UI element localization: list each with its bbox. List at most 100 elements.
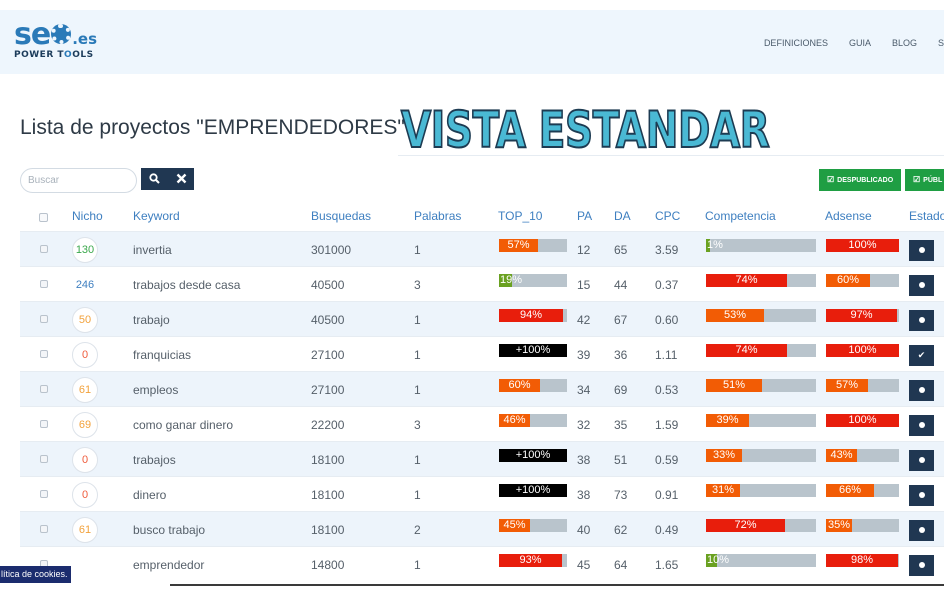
pa-cell: 38 — [577, 453, 591, 467]
divider — [170, 584, 944, 586]
cpc-cell: 0.60 — [655, 313, 679, 327]
col-estado[interactable]: Estado — [909, 209, 944, 223]
adsense-bar-label: 60% — [836, 274, 860, 286]
edit-icon: ☑ — [827, 175, 835, 184]
col-keyword[interactable]: Keyword — [133, 209, 180, 223]
nav-definiciones[interactable]: DEFINICIONES — [763, 38, 828, 48]
table-body: 130 invertia 301000 1 12 65 3.59 57% 1% 100% 246 tr… — [20, 231, 944, 581]
nav-blog[interactable]: BLOG — [891, 38, 917, 48]
palabras-cell: 1 — [414, 453, 421, 467]
dot-icon — [918, 492, 925, 498]
table-row: 0 franquicias 27100 1 39 36 1.11 +100% 74% 100% ✔ — [20, 336, 944, 371]
top10-bar: 19% — [499, 274, 567, 287]
main-nav: DEFINICIONES GUIA BLOG SE — [764, 38, 944, 48]
dot-icon — [918, 562, 925, 568]
col-da[interactable]: DA — [614, 209, 631, 223]
select-all-checkbox[interactable] — [39, 213, 48, 222]
estado-button[interactable] — [909, 485, 934, 506]
estado-button[interactable] — [909, 275, 934, 296]
row-checkbox[interactable] — [40, 350, 48, 358]
row-checkbox[interactable] — [40, 525, 48, 533]
adsense-bar-label: 35% — [827, 519, 851, 531]
clear-button[interactable] — [168, 168, 194, 190]
table-row: 50 trabajo 40500 1 42 67 0.60 94% 53% 97% — [20, 301, 944, 336]
keyword-cell: como ganar dinero — [133, 418, 234, 432]
page-title: Lista de proyectos "EMPRENDEDORES" — [20, 116, 405, 139]
competencia-bar-fill — [706, 274, 787, 287]
row-checkbox[interactable] — [40, 245, 48, 253]
competencia-bar-label: 39% — [716, 414, 739, 426]
estado-button[interactable]: ✔ — [909, 345, 934, 366]
estado-button[interactable] — [909, 415, 934, 436]
dot-icon — [918, 422, 925, 428]
estado-button[interactable] — [909, 310, 934, 331]
row-checkbox[interactable] — [40, 280, 48, 288]
search-input[interactable]: Buscar — [20, 168, 137, 193]
competencia-bar-fill — [706, 554, 717, 567]
pa-cell: 32 — [577, 418, 591, 432]
keyword-cell: empleos — [133, 383, 179, 397]
nicho-badge: 69 — [72, 412, 98, 438]
nav-guia[interactable]: GUIA — [848, 38, 871, 48]
top10-bar: 46% — [499, 414, 567, 427]
col-pa[interactable]: PA — [577, 209, 593, 223]
estado-button[interactable] — [909, 520, 934, 541]
col-nicho[interactable]: Nicho — [72, 209, 103, 223]
despublicado-button[interactable]: ☑ DESPUBLICADO — [819, 169, 901, 191]
col-adsense[interactable]: Adsense — [825, 209, 872, 223]
top10-bar: 60% — [499, 379, 567, 392]
row-checkbox[interactable] — [40, 490, 48, 498]
palabras-cell: 1 — [414, 348, 421, 362]
adsense-bar: 98% — [826, 554, 899, 567]
busquedas-cell: 18100 — [311, 523, 345, 537]
dot-icon — [918, 317, 925, 323]
palabras-cell: 1 — [414, 313, 421, 327]
top10-bar: 57% — [499, 239, 567, 252]
competencia-bar-fill — [706, 379, 762, 392]
col-cpc[interactable]: CPC — [655, 209, 681, 223]
logo-seo-text: se — [14, 17, 51, 52]
col-top10[interactable]: TOP_10 — [498, 209, 543, 223]
search-button[interactable] — [141, 168, 168, 190]
dot-icon — [918, 247, 925, 253]
top10-bar-label: 57% — [507, 239, 530, 251]
da-cell: 65 — [614, 243, 628, 257]
estado-button[interactable] — [909, 240, 934, 261]
table-row: 0 dinero 18100 1 38 73 0.91 +100% 31% 66% — [20, 476, 944, 511]
col-palabras[interactable]: Palabras — [414, 209, 462, 223]
top10-bar: 45% — [499, 519, 567, 532]
cookie-notice[interactable]: lítica de cookies. — [0, 566, 71, 583]
col-busquedas[interactable]: Busquedas — [311, 209, 372, 223]
palabras-cell: 3 — [414, 418, 421, 432]
col-competencia[interactable]: Competencia — [705, 209, 776, 223]
row-checkbox[interactable] — [40, 420, 48, 428]
row-checkbox[interactable] — [40, 385, 48, 393]
row-checkbox[interactable] — [40, 455, 48, 463]
table-row: 246 trabajos desde casa 40500 3 15 44 0.37 19% 7… — [20, 266, 944, 301]
estado-button[interactable] — [909, 380, 934, 401]
cpc-cell: 3.59 — [655, 243, 679, 257]
table-header: Nicho Keyword Busquedas Palabras TOP_10 … — [0, 205, 944, 229]
estado-button[interactable] — [909, 450, 934, 471]
site-header: se .es POWER TOOLS DEFINICIONES GUIA BLOG… — [0, 10, 944, 74]
busquedas-cell: 18100 — [311, 453, 345, 467]
logo-subtitle: POWER TOOLS — [14, 50, 94, 60]
publicado-button[interactable]: ☑ PÚBL — [905, 169, 944, 191]
da-cell: 35 — [614, 418, 628, 432]
estado-button[interactable] — [909, 555, 934, 576]
adsense-bar: 100% — [826, 239, 899, 252]
busquedas-cell: 27100 — [311, 383, 345, 397]
keyword-cell: trabajos desde casa — [133, 278, 241, 292]
row-checkbox[interactable] — [40, 315, 48, 323]
top10-bar-fill — [499, 484, 567, 497]
top10-bar-label: +100% — [515, 449, 551, 461]
logo[interactable]: se .es POWER TOOLS — [14, 20, 97, 61]
competencia-bar-fill — [706, 519, 785, 532]
competencia-bar-fill — [706, 309, 764, 322]
adsense-bar-label: 97% — [850, 309, 873, 321]
nav-se[interactable]: SE — [937, 38, 944, 48]
competencia-bar-label: 10% — [707, 554, 730, 566]
top10-bar-label: 60% — [508, 379, 531, 391]
competencia-bar-label: 74% — [735, 344, 758, 356]
dot-icon — [918, 527, 925, 533]
